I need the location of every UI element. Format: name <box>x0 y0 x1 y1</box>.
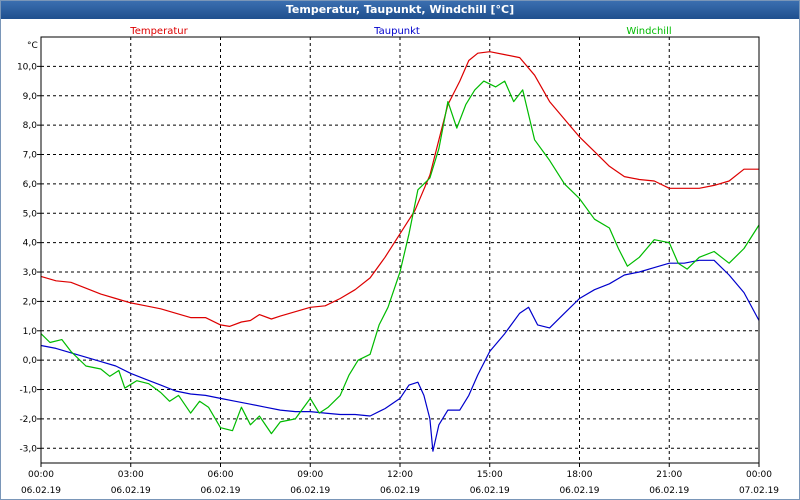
x-tick-time: 15:00 <box>477 470 503 480</box>
x-tick-date: 06.02.19 <box>380 486 420 496</box>
window-title: Temperatur, Taupunkt, Windchill [°C] <box>1 1 799 19</box>
y-tick-label: -2,0 <box>19 415 37 425</box>
grid-lines <box>37 37 760 467</box>
x-tick-time: 03:00 <box>118 470 144 480</box>
x-tick-date: 06.02.19 <box>470 486 510 496</box>
y-axis-unit: °C <box>27 41 38 51</box>
x-tick-time: 12:00 <box>387 470 413 480</box>
y-tick-label: 10,0 <box>17 62 37 72</box>
y-tick-label: 2,0 <box>23 297 38 307</box>
y-tick-label: 9,0 <box>23 92 38 102</box>
y-tick-label: 8,0 <box>23 121 38 131</box>
series-line-temperatur <box>40 51 759 327</box>
legend-entry-taupunkt: Taupunkt <box>373 26 420 37</box>
x-tick-time: 21:00 <box>656 470 682 480</box>
y-tick-label: -1,0 <box>19 386 37 396</box>
x-tick-time: 09:00 <box>297 470 323 480</box>
x-tick-time: 06:00 <box>208 470 234 480</box>
series-line-taupunkt <box>40 259 760 452</box>
x-tick-time: 00:00 <box>746 470 772 480</box>
x-tick-date: 06.02.19 <box>290 486 330 496</box>
x-tick-labels: 00:00 06.02.19 03:00 06.02.19 06:00 06.02.19 0… <box>21 470 779 496</box>
x-tick-date: 06.02.19 <box>200 486 240 496</box>
x-tick-date: 07.02.19 <box>739 486 779 496</box>
x-tick-date: 06.02.19 <box>559 486 599 496</box>
y-tick-labels: 10,0 9,0 8,0 7,0 6,0 5,0 4,0 3,0 2,0 1,0 0,0 -1,0 -2… <box>17 62 37 454</box>
legend: Temperatur Taupunkt Windchill <box>129 26 671 37</box>
x-tick-date: 06.02.19 <box>21 486 61 496</box>
y-tick-label: 4,0 <box>23 239 38 249</box>
x-tick-time: 18:00 <box>567 470 593 480</box>
y-tick-label: 3,0 <box>23 268 38 278</box>
series-lines <box>40 51 760 452</box>
y-tick-label: 1,0 <box>23 327 38 337</box>
y-tick-label: 6,0 <box>23 180 38 190</box>
x-tick-date: 06.02.19 <box>111 486 151 496</box>
series-line-windchill <box>40 80 760 435</box>
x-tick-time: 00:00 <box>28 470 54 480</box>
y-tick-label: -3,0 <box>19 444 37 454</box>
y-tick-label: 7,0 <box>23 151 38 161</box>
x-tick-date: 06.02.19 <box>649 486 689 496</box>
plot-frame <box>40 36 760 464</box>
legend-entry-windchill: Windchill <box>626 26 671 37</box>
y-tick-label: 5,0 <box>23 209 38 219</box>
legend-entry-temperatur: Temperatur <box>129 26 188 37</box>
y-tick-label: 0,0 <box>23 356 38 366</box>
